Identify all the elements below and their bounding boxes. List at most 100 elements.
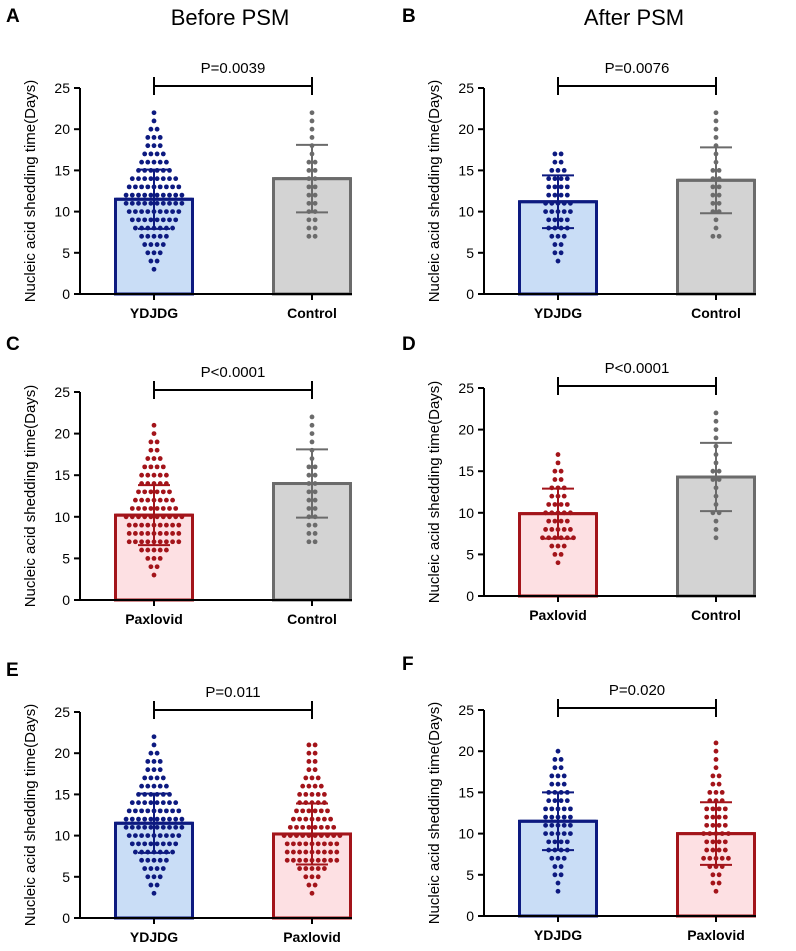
data-point	[312, 472, 318, 478]
data-point	[549, 233, 555, 239]
data-point	[713, 118, 719, 124]
data-point	[328, 849, 333, 855]
data-point	[713, 757, 719, 762]
data-point	[173, 506, 179, 511]
y-tick-label: 20	[458, 422, 474, 438]
data-point	[549, 814, 555, 820]
data-point	[154, 447, 160, 453]
data-point	[142, 217, 148, 223]
data-point	[284, 849, 290, 855]
data-point	[151, 266, 157, 272]
data-point	[123, 816, 129, 822]
data-point	[318, 808, 324, 814]
panel-letter-a: A	[6, 6, 20, 27]
data-point	[157, 808, 163, 814]
data-point	[303, 849, 309, 855]
data-point	[154, 151, 160, 157]
data-point	[126, 808, 132, 814]
data-point	[552, 872, 558, 878]
data-point	[170, 539, 176, 545]
error-bar-paxlovid	[273, 802, 351, 866]
data-point	[148, 564, 154, 570]
y-tick-label: 10	[54, 204, 70, 220]
data-point	[555, 748, 561, 754]
data-point	[564, 502, 570, 507]
panel-c: C Nucleic acid shedding time(Days) 0 5 10 15 2…	[6, 334, 352, 627]
y-tick-label: 5	[62, 550, 70, 566]
data-point	[312, 184, 318, 190]
y-tick-label: 5	[466, 867, 474, 883]
data-point	[157, 472, 163, 478]
data-point	[555, 781, 561, 787]
data-point	[716, 233, 722, 239]
data-point	[713, 535, 719, 541]
data-point	[173, 217, 179, 223]
data-point	[552, 477, 558, 482]
panel-d: D Nucleic acid shedding time(Days) 0 5 10 15 2…	[402, 334, 756, 623]
data-point	[300, 808, 306, 814]
data-point	[549, 773, 555, 779]
data-point	[322, 857, 327, 863]
data-point	[558, 872, 564, 878]
data-point	[151, 759, 157, 764]
data-point	[142, 775, 148, 781]
y-tick-label: 25	[458, 80, 474, 96]
data-point	[309, 135, 315, 140]
data-point	[154, 816, 160, 822]
data-point	[710, 814, 716, 820]
data-point	[564, 217, 570, 223]
data-point	[151, 734, 157, 740]
data-point	[710, 184, 716, 190]
y-tick-label: 20	[54, 745, 70, 761]
data-point	[552, 176, 558, 182]
data-point	[306, 531, 312, 536]
data-point	[142, 824, 148, 830]
data-point	[710, 468, 716, 474]
error-bar-paxlovid	[677, 801, 755, 866]
data-point	[555, 460, 561, 466]
data-point	[284, 841, 290, 847]
error-bar-control	[677, 441, 755, 513]
category-label-control: Control	[691, 607, 741, 623]
data-point	[164, 497, 169, 503]
data-point	[303, 816, 309, 822]
category-label-ydjdg: YDJDG	[534, 305, 582, 321]
data-point	[154, 841, 160, 847]
data-point	[549, 543, 555, 549]
data-point	[306, 497, 312, 503]
data-point	[151, 547, 157, 553]
data-point	[306, 225, 312, 231]
panel-letter-f: F	[402, 654, 414, 675]
data-point	[139, 497, 145, 503]
y-tick-label: 15	[458, 784, 474, 800]
data-point	[561, 493, 567, 499]
data-point	[142, 800, 148, 806]
data-point	[157, 874, 163, 880]
data-point	[322, 866, 327, 871]
data-point	[546, 192, 552, 198]
data-point	[129, 841, 135, 847]
error-bar-ydjdg	[519, 174, 597, 230]
data-point	[555, 560, 561, 566]
data-point	[704, 822, 710, 828]
data-point	[126, 539, 132, 545]
data-point	[713, 410, 719, 416]
panel-a: A Nucleic acid shedding time(Days) 0 5 10 15 2…	[6, 6, 352, 321]
data-point	[145, 143, 151, 149]
data-point	[291, 841, 296, 847]
data-point	[173, 816, 179, 822]
data-point	[154, 217, 160, 223]
y-tick-label: 15	[54, 786, 70, 802]
data-point	[151, 118, 157, 124]
data-point	[561, 168, 567, 173]
p-value-label: P=0.020	[609, 682, 665, 699]
data-point	[151, 556, 157, 561]
data-point	[148, 506, 154, 511]
data-point	[297, 866, 302, 871]
data-point	[145, 759, 151, 764]
data-point	[704, 806, 710, 812]
data-point	[176, 833, 182, 838]
data-point	[179, 824, 185, 830]
data-point	[145, 472, 151, 478]
data-point	[126, 209, 132, 215]
